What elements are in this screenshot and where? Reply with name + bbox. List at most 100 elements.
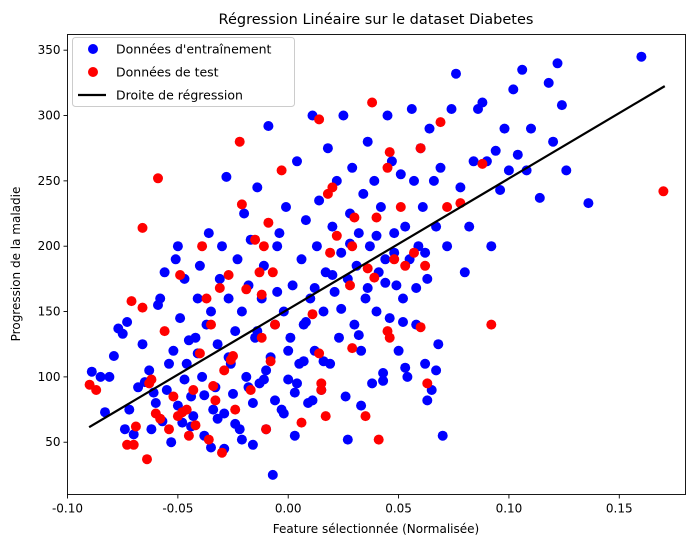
train-point — [261, 365, 272, 376]
train-point — [336, 303, 347, 314]
train-point — [206, 442, 216, 453]
train-point — [322, 143, 333, 154]
test-point — [126, 296, 137, 307]
train-point — [364, 241, 375, 252]
train-point — [367, 378, 378, 389]
train-point — [208, 404, 219, 415]
train-point — [217, 241, 227, 252]
train-point — [283, 374, 294, 385]
legend-label-test: Données de test — [116, 65, 219, 80]
test-point — [188, 385, 199, 395]
test-point — [254, 267, 265, 278]
train-point — [411, 283, 422, 293]
train-point — [300, 215, 311, 226]
train-point — [347, 162, 358, 173]
test-point — [258, 241, 269, 252]
train-point — [420, 247, 431, 258]
train-point — [179, 374, 190, 385]
test-point — [159, 326, 170, 337]
x-tick-label: -0.05 — [162, 502, 193, 516]
test-point — [276, 165, 287, 176]
train-point — [300, 317, 311, 327]
x-axis-ticks: -0.10 -0.05 0.00 0.05 0.10 0.15 — [52, 494, 633, 516]
train-point — [371, 230, 382, 241]
train-point — [486, 241, 497, 252]
legend-box — [72, 37, 295, 107]
train-point — [168, 345, 179, 356]
train-point — [371, 306, 382, 317]
test-point — [486, 319, 497, 330]
train-point — [459, 267, 470, 278]
test-point — [128, 439, 139, 450]
test-point — [267, 267, 278, 278]
test-point — [130, 421, 141, 432]
train-point — [327, 270, 338, 280]
train-point — [378, 375, 389, 386]
train-point — [395, 169, 406, 180]
train-point — [199, 390, 210, 401]
x-tick-label: 0.05 — [385, 502, 412, 516]
train-point — [119, 424, 130, 435]
test-point — [270, 319, 280, 330]
test-point — [91, 385, 102, 395]
test-point — [415, 143, 426, 154]
train-point — [194, 260, 205, 271]
train-point — [214, 273, 225, 284]
train-point — [552, 58, 563, 69]
test-point — [327, 182, 338, 193]
x-axis-label: Feature sélectionnée (Normalisée) — [273, 522, 479, 536]
train-point — [369, 175, 380, 186]
train-point — [329, 286, 340, 297]
test-point — [347, 343, 358, 354]
train-point — [95, 371, 106, 382]
train-point — [393, 345, 404, 356]
train-point — [455, 182, 466, 193]
train-point — [166, 437, 177, 448]
test-point — [206, 319, 216, 330]
train-point — [400, 362, 411, 373]
train-point — [212, 339, 223, 350]
train-point — [358, 188, 369, 199]
train-point — [236, 434, 247, 445]
test-point — [230, 404, 241, 415]
train-point — [398, 293, 408, 304]
train-point — [534, 192, 545, 203]
test-point — [325, 247, 336, 258]
train-point — [289, 430, 300, 441]
train-point — [258, 374, 269, 385]
train-point — [561, 165, 572, 176]
train-point — [420, 358, 431, 369]
train-point — [356, 400, 367, 411]
train-point — [272, 286, 283, 297]
train-point — [526, 123, 536, 134]
test-point — [420, 260, 431, 271]
train-point — [247, 439, 258, 450]
test-point — [314, 114, 325, 125]
test-point — [369, 272, 380, 283]
y-tick-label: 100 — [38, 370, 61, 384]
train-point — [451, 68, 461, 79]
test-point — [175, 270, 186, 280]
test-point — [384, 147, 395, 158]
train-point — [548, 136, 559, 147]
train-point — [380, 277, 391, 288]
test-point — [658, 186, 669, 197]
train-point — [263, 121, 274, 131]
train-point — [433, 339, 444, 350]
test-point — [477, 158, 488, 169]
test-point — [234, 136, 245, 147]
test-point — [153, 173, 163, 184]
train-point — [86, 366, 97, 377]
train-point — [422, 395, 433, 406]
train-point — [362, 283, 373, 293]
y-axis-ticks: 50 100 150 200 250 300 350 — [38, 43, 68, 449]
train-point — [298, 356, 309, 367]
y-tick-label: 150 — [38, 305, 61, 319]
test-point — [203, 434, 214, 445]
test-point — [389, 254, 400, 265]
test-point — [155, 413, 166, 424]
legend: Données d'entraînement Données de test D… — [72, 37, 295, 107]
test-point — [395, 202, 406, 212]
test-point — [190, 420, 201, 431]
train-point — [241, 371, 252, 382]
